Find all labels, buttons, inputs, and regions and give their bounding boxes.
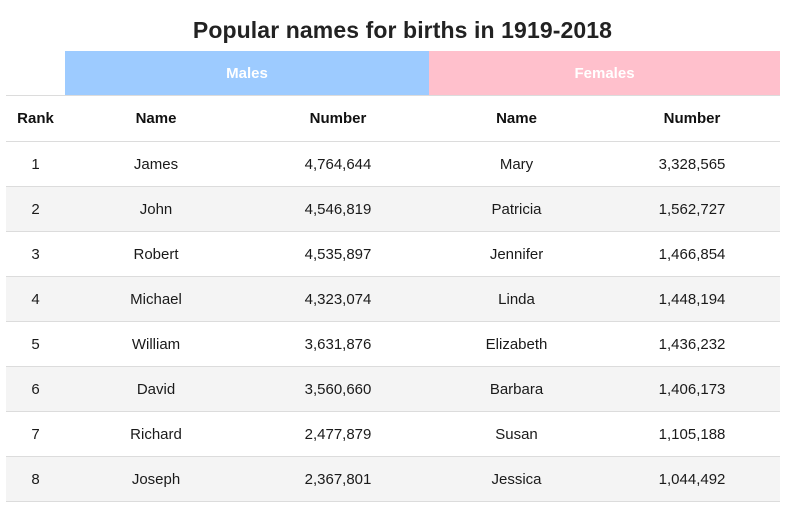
table-row: 6 David 3,560,660 Barbara 1,406,173 <box>6 366 781 412</box>
group-header-row: Males Females <box>6 51 781 96</box>
popular-names-table: Males Females Rank Name Number Name Numb… <box>6 51 781 502</box>
table-row: 7 Richard 2,477,879 Susan 1,105,188 <box>6 411 781 457</box>
table-row: 8 Joseph 2,367,801 Jessica 1,044,492 <box>6 456 781 502</box>
female-number-cell: 3,328,565 <box>604 141 781 187</box>
males-group-header: Males <box>65 51 430 96</box>
male-number-cell: 4,535,897 <box>247 231 430 277</box>
female-number-cell: 1,466,854 <box>604 231 781 277</box>
rank-cell: 3 <box>6 231 65 277</box>
female-name-cell: Susan <box>429 411 605 457</box>
male-number-cell: 4,323,074 <box>247 276 430 322</box>
female-number-cell: 1,044,492 <box>604 456 781 502</box>
rank-cell: 8 <box>6 456 65 502</box>
female-number-cell: 1,406,173 <box>604 366 781 412</box>
male-number-cell: 2,367,801 <box>247 456 430 502</box>
female-number-cell: 1,562,727 <box>604 186 781 232</box>
male-number-cell: 4,546,819 <box>247 186 430 232</box>
female-name-column-header: Name <box>429 95 605 142</box>
male-number-column-header: Number <box>247 95 430 142</box>
rank-cell: 2 <box>6 186 65 232</box>
page-title: Popular names for births in 1919-2018 <box>192 17 613 43</box>
rank-column-header: Rank <box>6 95 65 142</box>
male-number-cell: 2,477,879 <box>247 411 430 457</box>
table-row: 2 John 4,546,819 Patricia 1,562,727 <box>6 186 781 232</box>
female-name-cell: Jennifer <box>429 231 605 277</box>
table-row: 5 William 3,631,876 Elizabeth 1,436,232 <box>6 321 781 367</box>
male-name-cell: James <box>65 141 247 187</box>
female-name-cell: Elizabeth <box>429 321 605 367</box>
group-header-blank <box>6 51 65 96</box>
rank-cell: 4 <box>6 276 65 322</box>
male-name-column-header: Name <box>65 95 247 142</box>
table-row: 4 Michael 4,323,074 Linda 1,448,194 <box>6 276 781 322</box>
male-name-cell: David <box>65 366 247 412</box>
male-number-cell: 4,764,644 <box>247 141 430 187</box>
females-group-header: Females <box>429 51 781 96</box>
female-number-column-header: Number <box>604 95 781 142</box>
female-number-cell: 1,436,232 <box>604 321 781 367</box>
table-row: 3 Robert 4,535,897 Jennifer 1,466,854 <box>6 231 781 277</box>
male-number-cell: 3,560,660 <box>247 366 430 412</box>
table-row: 1 James 4,764,644 Mary 3,328,565 <box>6 141 781 187</box>
female-name-cell: Linda <box>429 276 605 322</box>
male-name-cell: Michael <box>65 276 247 322</box>
rank-cell: 1 <box>6 141 65 187</box>
rank-cell: 7 <box>6 411 65 457</box>
male-name-cell: Richard <box>65 411 247 457</box>
column-header-row: Rank Name Number Name Number <box>6 95 781 142</box>
male-name-cell: John <box>65 186 247 232</box>
male-name-cell: William <box>65 321 247 367</box>
rank-cell: 5 <box>6 321 65 367</box>
male-name-cell: Joseph <box>65 456 247 502</box>
male-name-cell: Robert <box>65 231 247 277</box>
female-name-cell: Mary <box>429 141 605 187</box>
rank-cell: 6 <box>6 366 65 412</box>
female-name-cell: Barbara <box>429 366 605 412</box>
female-number-cell: 1,448,194 <box>604 276 781 322</box>
male-number-cell: 3,631,876 <box>247 321 430 367</box>
female-name-cell: Jessica <box>429 456 605 502</box>
female-name-cell: Patricia <box>429 186 605 232</box>
female-number-cell: 1,105,188 <box>604 411 781 457</box>
